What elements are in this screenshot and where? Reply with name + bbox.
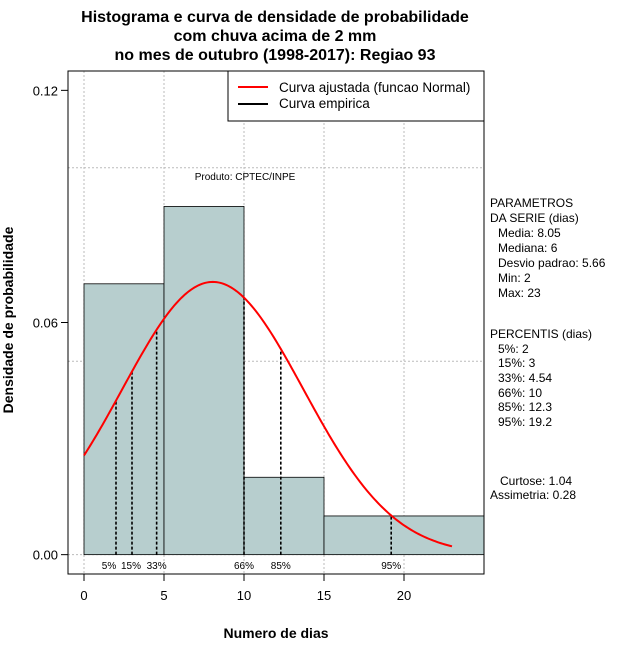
parametros-min: Min: 2 (498, 271, 531, 285)
percentile-label-3: 66% (234, 561, 254, 572)
percentile-label-1: 15% (121, 561, 141, 572)
x-axis-title: Numero de dias (223, 625, 328, 641)
parametros-desvio: Desvio padrao: 5.66 (498, 256, 606, 270)
parametros-max: Max: 23 (498, 286, 541, 300)
parametros-panel: PARAMETROS DA SERIE (dias) Media: 8.05 M… (490, 196, 606, 300)
legend-label-empirical: Curva empirica (279, 96, 370, 111)
y-tick-label: 0.12 (33, 83, 58, 98)
percentis-66: 66%: 10 (498, 386, 542, 400)
percentis-15: 15%: 3 (498, 356, 536, 370)
x-tick-label: 0 (80, 588, 87, 603)
y-tick-label: 0.00 (33, 548, 58, 563)
histogram-bars (83, 206, 485, 556)
percentile-label-5: 95% (381, 561, 401, 572)
fitted-normal-curve (83, 280, 453, 548)
parametros-header-2: DA SERIE (dias) (490, 211, 579, 225)
percentis-5: 5%: 2 (498, 342, 529, 356)
stats-panel: Curtose: 1.04 Assimetria: 0.28 (490, 474, 576, 502)
parametros-mediana: Mediana: 6 (498, 241, 558, 255)
parametros-media: Media: 8.05 (498, 226, 561, 240)
legend: Curva ajustada (funcao Normal) Curva emp… (227, 70, 485, 122)
product-annotation: Produto: CPTEC/INPE (195, 172, 296, 183)
percentis-header: PERCENTIS (dias) (490, 327, 592, 341)
percentile-label-2: 33% (147, 561, 167, 572)
percentis-95: 95%: 19.2 (498, 415, 552, 429)
percentile-markers: 5% 15% 33% 66% 85% 95% (102, 297, 401, 572)
chart-title-line-2: com chuva acima de 2 mm (174, 28, 377, 45)
percentile-label-0: 5% (102, 561, 117, 572)
percentis-panel: PERCENTIS (dias) 5%: 2 15%: 3 33%: 4.54 … (490, 327, 592, 429)
histogram-bar-3 (323, 515, 485, 556)
y-tick-label: 0.06 (33, 316, 58, 331)
x-tick-label: 20 (397, 588, 411, 603)
percentis-33: 33%: 4.54 (498, 371, 552, 385)
histogram-bar-1 (163, 206, 245, 556)
x-tick-label: 15 (317, 588, 331, 603)
chart-title-line-1: Histograma e curva de densidade de proba… (81, 9, 469, 26)
legend-box (227, 70, 485, 122)
stats-curtose: Curtose: 1.04 (500, 474, 572, 488)
x-tick-label: 5 (160, 588, 167, 603)
percentile-label-4: 85% (271, 561, 291, 572)
percentis-85: 85%: 12.3 (498, 400, 552, 414)
histogram-bar-0 (83, 283, 165, 556)
y-axis-title: Densidade de probabilidade (0, 226, 16, 413)
parametros-header-1: PARAMETROS (490, 196, 573, 210)
legend-label-fitted: Curva ajustada (funcao Normal) (279, 80, 470, 95)
x-tick-label: 10 (237, 588, 251, 603)
histogram-bar-2 (243, 476, 325, 556)
stats-assimetria: Assimetria: 0.28 (490, 488, 576, 502)
axes: 0 5 10 15 20 0.00 0.06 0.12 (33, 83, 412, 603)
fitted-curve (83, 280, 453, 548)
chart-title-line-3: no mes de outubro (1998-2017): Regiao 93 (115, 47, 436, 64)
